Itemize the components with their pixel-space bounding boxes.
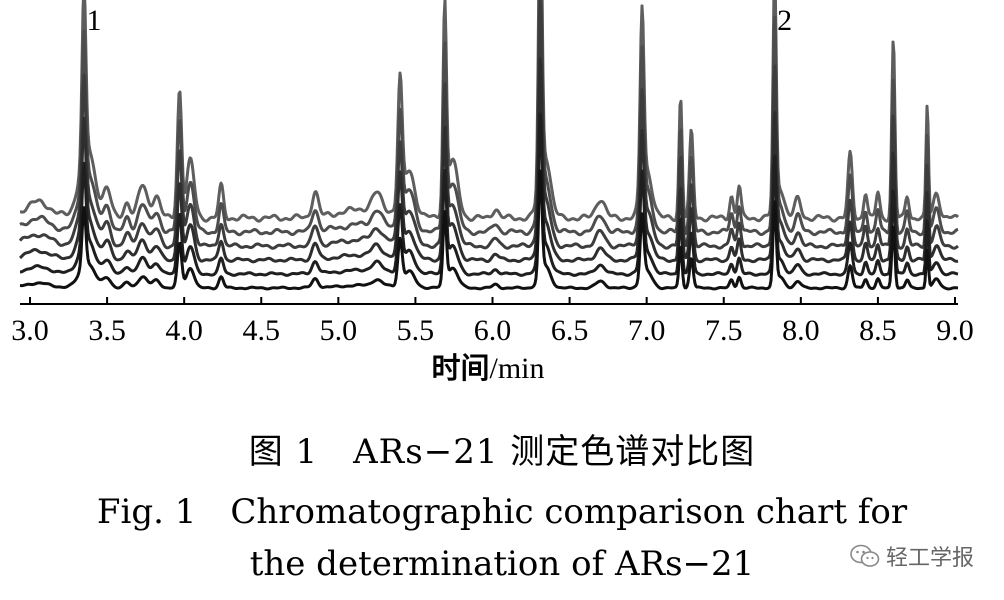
chromatogram-trace-2: [19, 112, 959, 277]
x-axis-label-main: 时间: [431, 351, 489, 385]
x-axis-ticks: 3.0 3.5 4.0 4.5 5.0 5.5 6.0 6.5 7.0 7.5 8.0 8.5 9.0: [11, 297, 974, 347]
x-tick-label: 8.5: [859, 314, 897, 347]
peak-label: 2: [777, 4, 792, 37]
watermark-text: 轻工学报: [885, 546, 974, 571]
x-tick-label: 3.5: [88, 314, 126, 347]
x-tick-label: 5.0: [320, 314, 358, 347]
x-axis-label: 时间/min: [431, 351, 544, 385]
x-tick-label: 7.5: [705, 314, 743, 347]
x-tick-label: 4.0: [165, 314, 203, 347]
x-tick-label: 7.0: [628, 314, 666, 347]
x-tick-label: 6.5: [551, 314, 589, 347]
wechat-icon: [850, 544, 880, 567]
chromatogram-trace-5: [19, 0, 959, 237]
x-tick-label: 3.0: [11, 314, 49, 347]
figure-caption-chinese: 图 1 ARs−21 测定色谱对比图: [248, 432, 756, 472]
x-tick-label: 8.0: [782, 314, 820, 347]
x-tick-label: 6.0: [474, 314, 512, 347]
watermark: 轻工学报: [850, 540, 974, 572]
chromatogram-trace-1: [19, 169, 959, 291]
figure-caption-english-line-1: Fig. 1 Chromatographic comparison chart …: [96, 492, 908, 532]
chromatogram-chart: 3.0 3.5 4.0 4.5 5.0 5.5 6.0 6.5 7.0 7.5 8.0 8.5 9.0 …: [11, 0, 974, 385]
x-axis-label-unit: /min: [490, 352, 545, 385]
trace-group: [18, 0, 960, 291]
peak-label: 1: [86, 4, 101, 37]
x-tick-label: 4.5: [243, 314, 281, 347]
chromatogram-trace-6: [19, 0, 960, 223]
x-tick-label: 9.0: [936, 314, 974, 347]
x-tick-label: 5.5: [397, 314, 435, 347]
figure-caption-english-line-2: the determination of ARs−21: [249, 544, 755, 584]
